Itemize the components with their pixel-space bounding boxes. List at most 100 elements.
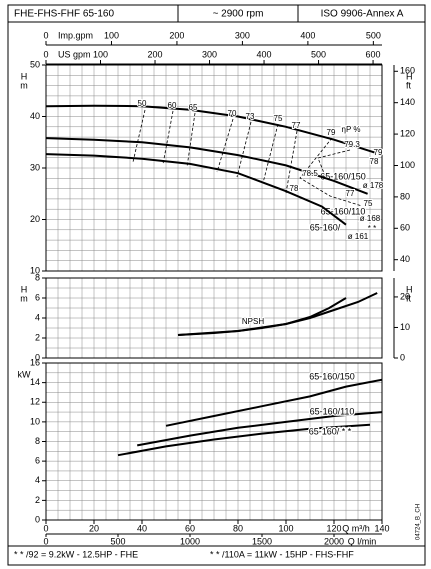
curve <box>177 292 378 336</box>
x-axis-label: Q m³/h <box>342 523 370 533</box>
x-tick-label: 40 <box>137 523 147 533</box>
annotation: 79.3 <box>344 140 360 149</box>
annotation: 78 <box>290 184 299 193</box>
annotation: 65 <box>189 103 198 112</box>
annotation: 70 <box>228 109 237 118</box>
curve-label: 65-160/ * * <box>309 426 352 436</box>
y2-tick-label: 40 <box>400 254 410 264</box>
curve <box>117 423 371 457</box>
header-model: FHE-FHS-FHF 65-160 <box>14 9 114 20</box>
y2-tick-label: 160 <box>400 66 415 76</box>
y-tick-label: 10 <box>30 416 40 426</box>
curve <box>137 411 383 447</box>
annotation: 78 <box>370 157 379 166</box>
y2-axis-label: ft <box>406 80 412 90</box>
y-tick-label: 10 <box>30 265 40 275</box>
y-tick-label: 4 <box>35 312 40 322</box>
top-tick-label: 600 <box>366 49 381 59</box>
curve-label: 65-160/ <box>310 222 341 232</box>
header-speed: ~ 2900 rpm <box>213 9 264 20</box>
x2-tick-label: 1000 <box>180 536 200 546</box>
top-tick-label: 300 <box>235 30 250 40</box>
annotation: 75 <box>274 114 283 123</box>
curve <box>165 378 383 427</box>
y-tick-label: 8 <box>35 436 40 446</box>
annotation: 77 <box>292 121 301 130</box>
y2-axis-label: ft <box>406 293 412 303</box>
y-tick-label: 20 <box>30 214 40 224</box>
efficiency-line <box>186 112 196 168</box>
top-tick-label: 0 <box>43 30 48 40</box>
annotation: 78.5 <box>302 169 318 178</box>
top-tick-label: 400 <box>300 30 315 40</box>
x-tick-label: 80 <box>233 523 243 533</box>
top-tick-label: 200 <box>169 30 184 40</box>
x-tick-label: 120 <box>326 523 341 533</box>
curve <box>45 137 368 195</box>
header-standard: ISO 9906-Annex A <box>321 9 404 20</box>
drawing-code: 04724_B_CH <box>416 504 422 540</box>
y-tick-label: 6 <box>35 456 40 466</box>
top-tick-label: 0 <box>43 49 48 59</box>
y-tick-label: 6 <box>35 292 40 302</box>
x-tick-label: 60 <box>185 523 195 533</box>
footer-note: * * /92 = 9.2kW - 12.5HP - FHE <box>14 549 138 559</box>
annotation: NPSH <box>242 317 264 326</box>
outer-frame <box>7 4 426 566</box>
curve <box>45 104 376 154</box>
annotation: 79 <box>327 128 336 137</box>
x2-tick-label: 1500 <box>252 536 272 546</box>
y-tick-label: 30 <box>30 162 40 172</box>
y-tick-label: 0 <box>35 514 40 524</box>
top-tick-label: 500 <box>311 49 326 59</box>
x2-axis-label: Q l/min <box>348 536 377 546</box>
top-axis-label: Imp.gpm <box>58 30 93 40</box>
y-axis-label: H <box>21 284 28 294</box>
efficiency-line <box>236 121 252 178</box>
annotation: * * <box>368 224 376 233</box>
y2-tick-label: 120 <box>400 128 415 138</box>
curve-label: 65-160/150 <box>320 171 366 181</box>
top-tick-label: 100 <box>104 30 119 40</box>
x2-tick-label: 2000 <box>324 536 344 546</box>
y-tick-label: 2 <box>35 495 40 505</box>
top-tick-label: 100 <box>93 49 108 59</box>
annotation: ø 178 <box>363 181 384 190</box>
curve-label: 65-160/150 <box>309 371 355 381</box>
annotation: 75 <box>364 199 373 208</box>
top-tick-label: 400 <box>257 49 272 59</box>
annotation: ø 168 <box>360 214 381 223</box>
y-tick-label: 12 <box>30 397 40 407</box>
efficiency-line <box>317 149 363 179</box>
top-tick-label: 300 <box>202 49 217 59</box>
annotation: 73 <box>246 112 255 121</box>
top-axis-label: US gpm <box>58 49 91 59</box>
y2-tick-label: 10 <box>400 322 410 332</box>
annotation: 79 <box>374 148 383 157</box>
efficiency-line <box>262 123 279 184</box>
top-tick-label: 200 <box>148 49 163 59</box>
y2-tick-label: 60 <box>400 223 410 233</box>
curve <box>45 153 347 226</box>
annotation: ø 161 <box>348 232 369 241</box>
y-tick-label: 50 <box>30 59 40 69</box>
y2-tick-label: 0 <box>400 352 405 362</box>
curve-label: 65-160/110 <box>310 406 355 416</box>
efficiency-line <box>216 118 234 173</box>
y2-tick-label: 140 <box>400 97 415 107</box>
efficiency-line <box>285 130 298 194</box>
curve <box>177 297 347 336</box>
x2-tick-label: 500 <box>110 536 125 546</box>
y-axis-label: m <box>20 80 28 90</box>
y-axis-label: H <box>21 71 28 81</box>
y2-tick-label: 100 <box>400 160 415 170</box>
x-tick-label: 140 <box>374 523 389 533</box>
x-tick-label: 20 <box>89 523 99 533</box>
annotation: ηP % <box>342 125 361 134</box>
y-tick-label: 14 <box>30 377 40 387</box>
y2-axis-label: H <box>406 71 413 81</box>
annotation: 50 <box>138 99 147 108</box>
y2-tick-label: 80 <box>400 191 410 201</box>
